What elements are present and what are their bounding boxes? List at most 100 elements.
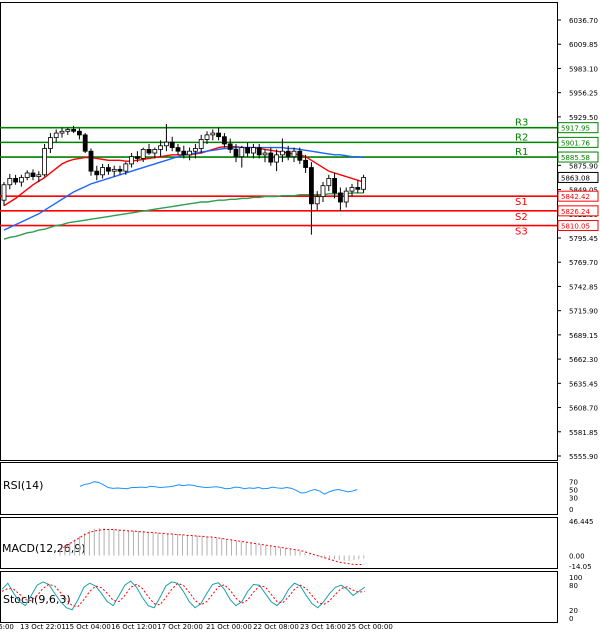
candle-body xyxy=(332,178,338,194)
candle-body xyxy=(65,129,71,132)
candle-body xyxy=(256,147,262,156)
candle-body xyxy=(274,154,280,163)
price-tick-label: 5956.25 xyxy=(569,90,598,98)
candle-body xyxy=(303,159,309,168)
candle-body xyxy=(24,172,30,178)
level-price-label: 5826.24 xyxy=(561,208,590,216)
time-tick-label: 21 Oct 00:00 xyxy=(206,623,252,631)
macd-label: MACD(12,26,9) xyxy=(2,542,86,555)
time-tick-label: 22 Oct 08:00 xyxy=(253,623,299,631)
stoch-tick-label: 20 xyxy=(569,607,578,615)
price-tick-label: 5555.90 xyxy=(569,453,598,461)
current-price-label: 5863.08 xyxy=(561,174,590,182)
candle-body xyxy=(1,184,7,201)
price-tick-label: 6036.70 xyxy=(569,17,598,25)
candle-body xyxy=(198,139,204,149)
level-label-r1: R1 xyxy=(515,147,528,158)
moving-average-line xyxy=(3,192,364,240)
candle-body xyxy=(250,147,256,154)
macd-panel: MACD(12,26,9) 46.445 0.00 -14.05 xyxy=(0,517,594,571)
stoch-label: Stoch(9,6,3) xyxy=(3,593,71,606)
candle-body xyxy=(88,150,94,172)
time-tick-label: 25 Oct 00:00 xyxy=(347,623,393,631)
candle-body xyxy=(239,147,245,158)
macd-tick-label: 46.445 xyxy=(569,518,594,526)
level-price-tag xyxy=(557,190,599,202)
candle-body xyxy=(123,163,129,172)
rsi-tick-label: 30 xyxy=(569,494,578,502)
time-tick-label: 16 Oct 12:00 xyxy=(111,623,157,631)
level-label-r2: R2 xyxy=(515,132,528,143)
candle-body xyxy=(77,130,82,136)
candle-body xyxy=(314,196,320,205)
candle-body xyxy=(221,136,227,145)
candle-body xyxy=(262,152,268,156)
candle-body xyxy=(192,148,198,152)
candle-body xyxy=(181,150,187,156)
level-price-tag xyxy=(557,122,599,134)
price-tick-label: 5849.05 xyxy=(569,187,598,195)
candle-body xyxy=(94,170,100,176)
candle-body xyxy=(187,150,193,156)
price-tick-label: 5769.70 xyxy=(569,259,598,267)
indicator-panel-border xyxy=(0,462,558,515)
candle-body xyxy=(13,178,19,183)
candle-body xyxy=(42,148,47,176)
candle-body xyxy=(158,145,164,150)
candle-body xyxy=(117,168,123,172)
time-tick-label: 15 Oct 04:00 xyxy=(65,623,111,631)
price-tick-label: 5742.85 xyxy=(569,283,598,291)
candle-body xyxy=(210,132,216,136)
candle-body xyxy=(245,147,251,154)
price-tick-label: 5875.90 xyxy=(569,162,598,170)
level-price-tag xyxy=(557,151,599,163)
candle-body xyxy=(71,129,76,132)
level-price-tag xyxy=(557,136,599,148)
candle-body xyxy=(268,152,274,163)
rsi-line xyxy=(79,481,358,495)
candle-body xyxy=(233,149,239,158)
level-label-s3: S3 xyxy=(515,227,528,238)
level-label-s2: S2 xyxy=(515,212,528,223)
level-price-label: 5842.42 xyxy=(561,193,590,201)
macd-tick-label: -14.05 xyxy=(569,563,592,571)
current-price-tag xyxy=(557,171,599,183)
candle-body xyxy=(36,174,42,178)
time-tick-label: 17 Oct 20:00 xyxy=(157,623,203,631)
stoch-tick-label: 80 xyxy=(569,582,578,590)
level-price-label: 5810.05 xyxy=(561,223,590,231)
price-tick-label: 5929.50 xyxy=(569,114,598,122)
candle-body xyxy=(355,187,361,190)
candle-body xyxy=(169,141,175,148)
rsi-label: RSI(14) xyxy=(3,479,43,492)
price-tick-label: 5689.15 xyxy=(569,332,598,340)
price-tick-label: 5795.45 xyxy=(569,235,598,243)
level-price-tag xyxy=(557,205,599,217)
stoch-tick-label: 0 xyxy=(569,615,573,623)
stoch-d-line xyxy=(1,583,365,608)
candle-body xyxy=(326,178,332,187)
time-axis: 6:00 13 Oct 22:01 15 Oct 04:00 16 Oct 12:00… xyxy=(0,623,393,631)
level-price-tag xyxy=(557,220,599,232)
candle-body xyxy=(129,156,135,165)
candle-body xyxy=(111,168,117,172)
time-tick-label: 13 Oct 22:01 xyxy=(20,623,66,631)
stoch-tick-label: 100 xyxy=(569,574,582,582)
indicator-panel-border xyxy=(0,517,558,569)
candle-body xyxy=(337,192,343,203)
candle-body xyxy=(134,156,140,159)
macd-signal-line xyxy=(59,529,364,565)
candle-body xyxy=(18,177,24,183)
time-tick-label: 6:00 xyxy=(0,623,14,631)
candle-body xyxy=(308,167,314,205)
candle-body xyxy=(291,150,297,158)
candle-body xyxy=(53,132,59,139)
candle-body xyxy=(320,185,326,197)
macd-tick-label: 0.00 xyxy=(569,553,585,561)
candle-body xyxy=(48,137,53,149)
candle-body xyxy=(100,167,105,176)
level-price-label: 5885.58 xyxy=(561,154,590,162)
